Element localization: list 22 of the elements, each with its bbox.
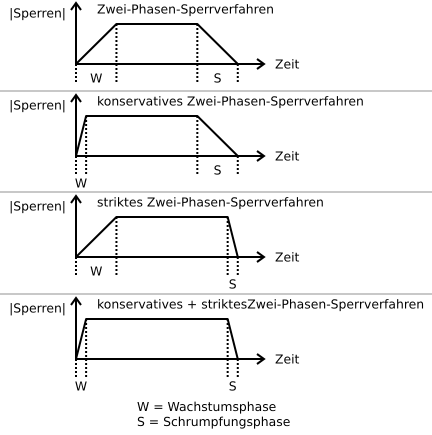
y-axis-title: |Sperren| — [9, 98, 66, 112]
text: S — [214, 70, 222, 86]
text: W — [74, 378, 88, 394]
y-axis-title: |Sperren| — [9, 198, 66, 214]
y-axis-title: |Sperren| — [9, 300, 66, 316]
chart-title: Zwei-Phasen-Sperrverfahren — [97, 2, 274, 16]
text: W — [90, 264, 102, 278]
chart-title: striktes Zwei-Phasen-Sperrverfahren — [97, 194, 324, 210]
text: S — [228, 378, 237, 394]
text: S — [214, 162, 222, 178]
x-axis-title: Zeit — [275, 56, 300, 72]
text: W — [74, 176, 88, 190]
chart-title: konservatives Zwei-Phasen-Sperrverfahren — [97, 94, 364, 108]
y-axis-title: |Sperren| — [9, 6, 66, 20]
x-axis-title: Zeit — [275, 352, 300, 366]
x-axis-title: Zeit — [275, 148, 300, 164]
text: W — [90, 70, 102, 86]
text: W = Wachstumsphase — [137, 399, 276, 414]
text: S — [228, 276, 237, 292]
chart-title: konservatives + striktesZwei-Phasen-Sperrverfahren — [97, 296, 424, 312]
x-axis-title: Zeit — [275, 250, 300, 264]
text: S = Schrumpfungsphase — [137, 414, 290, 429]
